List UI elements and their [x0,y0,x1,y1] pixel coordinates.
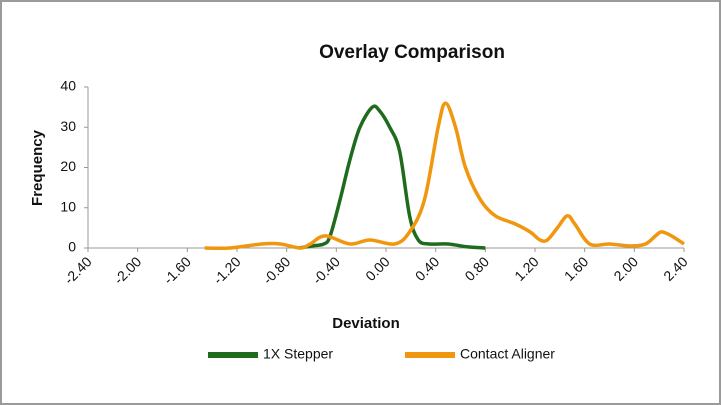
y-tick-label: 30 [60,118,76,134]
y-tick-label: 0 [68,239,76,255]
y-tick-label: 40 [60,78,76,94]
series-line [204,101,685,251]
y-tick-label: 10 [60,198,76,214]
chart-title: Overlay Comparison [319,42,505,63]
y-tick-label: 20 [60,158,76,174]
legend-label: Contact Aligner [460,346,555,362]
legend-label: 1X Stepper [263,346,333,362]
series-line [298,104,486,250]
x-axis-label: Deviation [332,315,400,332]
y-axis-label: Frequency [29,129,46,206]
